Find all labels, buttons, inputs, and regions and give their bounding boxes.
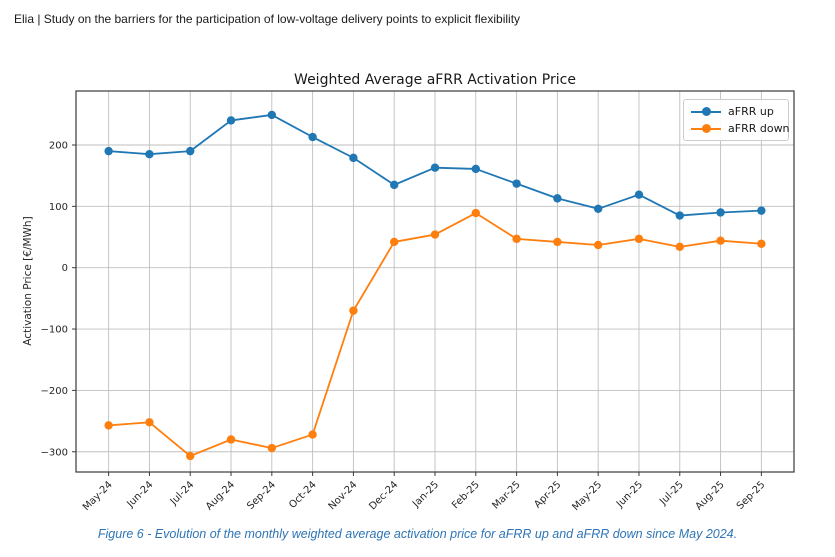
figure-6-chart: Weighted Average aFRR Activation Price A… <box>22 72 795 513</box>
data-point-afrr-down <box>512 234 521 244</box>
legend-entry-afrr-down: aFRR down <box>691 122 790 135</box>
data-point-afrr-up <box>593 204 603 213</box>
data-point-afrr-down <box>145 418 154 427</box>
x-tick-label: Jun-25 <box>614 479 645 510</box>
x-tick-label: May-25 <box>570 479 604 513</box>
chart-title: Weighted Average aFRR Activation Price <box>294 72 576 88</box>
data-point-afrr-down <box>757 239 766 248</box>
plot-border <box>75 90 795 473</box>
x-tick-label: Feb-25 <box>450 479 482 511</box>
data-point-afrr-up <box>308 132 317 142</box>
afrr-up-line-sample-icon <box>691 107 721 116</box>
data-point-afrr-up <box>390 180 399 190</box>
data-point-afrr-down <box>390 237 399 247</box>
chart-legend: aFRR up aFRR down <box>683 99 790 141</box>
x-tick-label: Jun-24 <box>124 479 155 510</box>
x-tick-label: Oct-24 <box>287 479 319 511</box>
x-tick-label: Sep-25 <box>735 479 768 512</box>
y-axis-label: Activation Price [€/MWh] <box>22 216 34 346</box>
data-point-afrr-up <box>757 206 766 215</box>
data-point-afrr-up <box>267 110 277 120</box>
data-point-afrr-down <box>430 230 440 239</box>
data-point-afrr-up <box>186 146 195 156</box>
data-point-afrr-down <box>716 236 725 245</box>
data-point-afrr-down <box>675 242 684 252</box>
data-point-afrr-down <box>593 240 603 250</box>
legend-label: aFRR down <box>728 122 790 135</box>
legend-label: aFRR up <box>728 105 774 118</box>
data-point-afrr-up <box>634 190 644 199</box>
x-tick-label: Jul-25 <box>657 479 686 508</box>
data-point-afrr-down <box>471 208 480 218</box>
x-tick-label: Nov-24 <box>327 479 360 512</box>
data-point-afrr-down <box>308 430 317 439</box>
y-tick-label: 100 <box>49 202 68 213</box>
data-point-afrr-down <box>104 421 113 430</box>
x-tick-label: Aug-24 <box>204 479 237 512</box>
data-point-afrr-down <box>634 234 644 244</box>
y-tick-label: −300 <box>41 447 68 458</box>
data-point-afrr-up <box>145 149 154 159</box>
data-point-afrr-up <box>349 153 358 163</box>
data-point-afrr-down <box>186 451 195 461</box>
data-point-afrr-down <box>226 435 236 444</box>
legend-entry-afrr-up: aFRR up <box>691 105 780 118</box>
x-tick-label: Jan-25 <box>410 479 441 510</box>
afrr-down-line-sample-icon <box>691 124 721 133</box>
x-tick-label: Jul-24 <box>168 479 197 508</box>
data-point-afrr-up <box>716 208 725 217</box>
data-point-afrr-up <box>471 164 480 174</box>
data-point-afrr-down <box>349 306 358 315</box>
y-tick-label: −100 <box>41 325 68 336</box>
x-tick-label: Aug-25 <box>694 479 727 512</box>
x-tick-label: Dec-24 <box>367 479 400 512</box>
y-tick-label: 0 <box>62 263 68 274</box>
data-point-afrr-up <box>104 146 113 156</box>
y-tick-label: 200 <box>49 140 68 151</box>
x-tick-label: Mar-25 <box>490 479 522 511</box>
x-tick-label: May-24 <box>81 479 115 513</box>
data-point-afrr-down <box>267 443 277 453</box>
data-point-afrr-up <box>512 179 521 188</box>
x-tick-label: Sep-24 <box>245 479 278 512</box>
y-tick-label: −200 <box>41 386 68 397</box>
data-point-afrr-down <box>553 237 562 247</box>
data-point-afrr-up <box>226 116 236 125</box>
data-point-afrr-up <box>675 211 684 220</box>
figure-caption: Figure 6 - Evolution of the monthly weig… <box>97 527 738 541</box>
data-point-afrr-up <box>430 163 440 172</box>
data-point-afrr-up <box>553 194 562 203</box>
document-header-text: Elia | Study on the barriers for the par… <box>14 12 521 26</box>
x-tick-label: Apr-25 <box>532 479 563 510</box>
